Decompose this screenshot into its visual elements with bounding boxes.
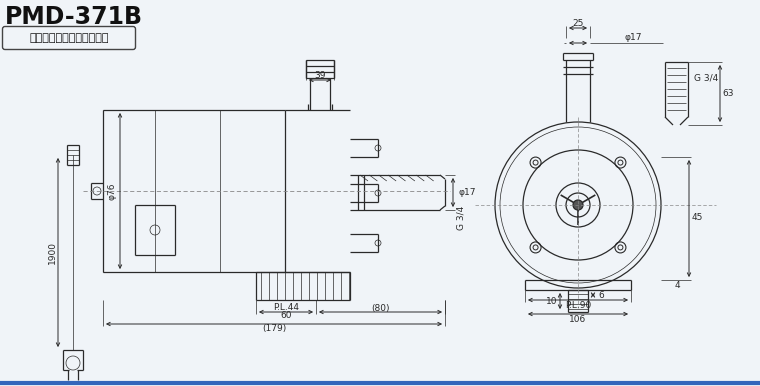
Text: G 3/4: G 3/4 — [457, 205, 465, 230]
Text: 25: 25 — [572, 19, 584, 27]
Text: 45: 45 — [692, 213, 703, 222]
Text: 4: 4 — [674, 281, 679, 290]
Text: 1900: 1900 — [47, 241, 56, 264]
Text: (80): (80) — [371, 303, 390, 313]
Text: (179): (179) — [262, 325, 286, 334]
Text: φ76: φ76 — [107, 182, 116, 200]
Text: P.L.44: P.L.44 — [273, 303, 299, 313]
Text: ホースタイプ・ネジタイプ: ホースタイプ・ネジタイプ — [29, 33, 109, 43]
FancyBboxPatch shape — [2, 27, 135, 49]
Text: φ17: φ17 — [624, 34, 641, 42]
Circle shape — [573, 200, 583, 210]
Text: 39: 39 — [314, 71, 326, 81]
Text: P.L.90: P.L.90 — [565, 300, 591, 310]
Text: 6: 6 — [598, 291, 604, 300]
Text: G 3/4: G 3/4 — [694, 73, 718, 83]
Text: 106: 106 — [569, 315, 587, 323]
Text: 60: 60 — [280, 312, 292, 320]
Text: 10: 10 — [546, 296, 558, 305]
Text: φ17: φ17 — [458, 188, 476, 197]
Text: PMD-371B: PMD-371B — [5, 5, 143, 29]
Text: 63: 63 — [722, 88, 733, 98]
